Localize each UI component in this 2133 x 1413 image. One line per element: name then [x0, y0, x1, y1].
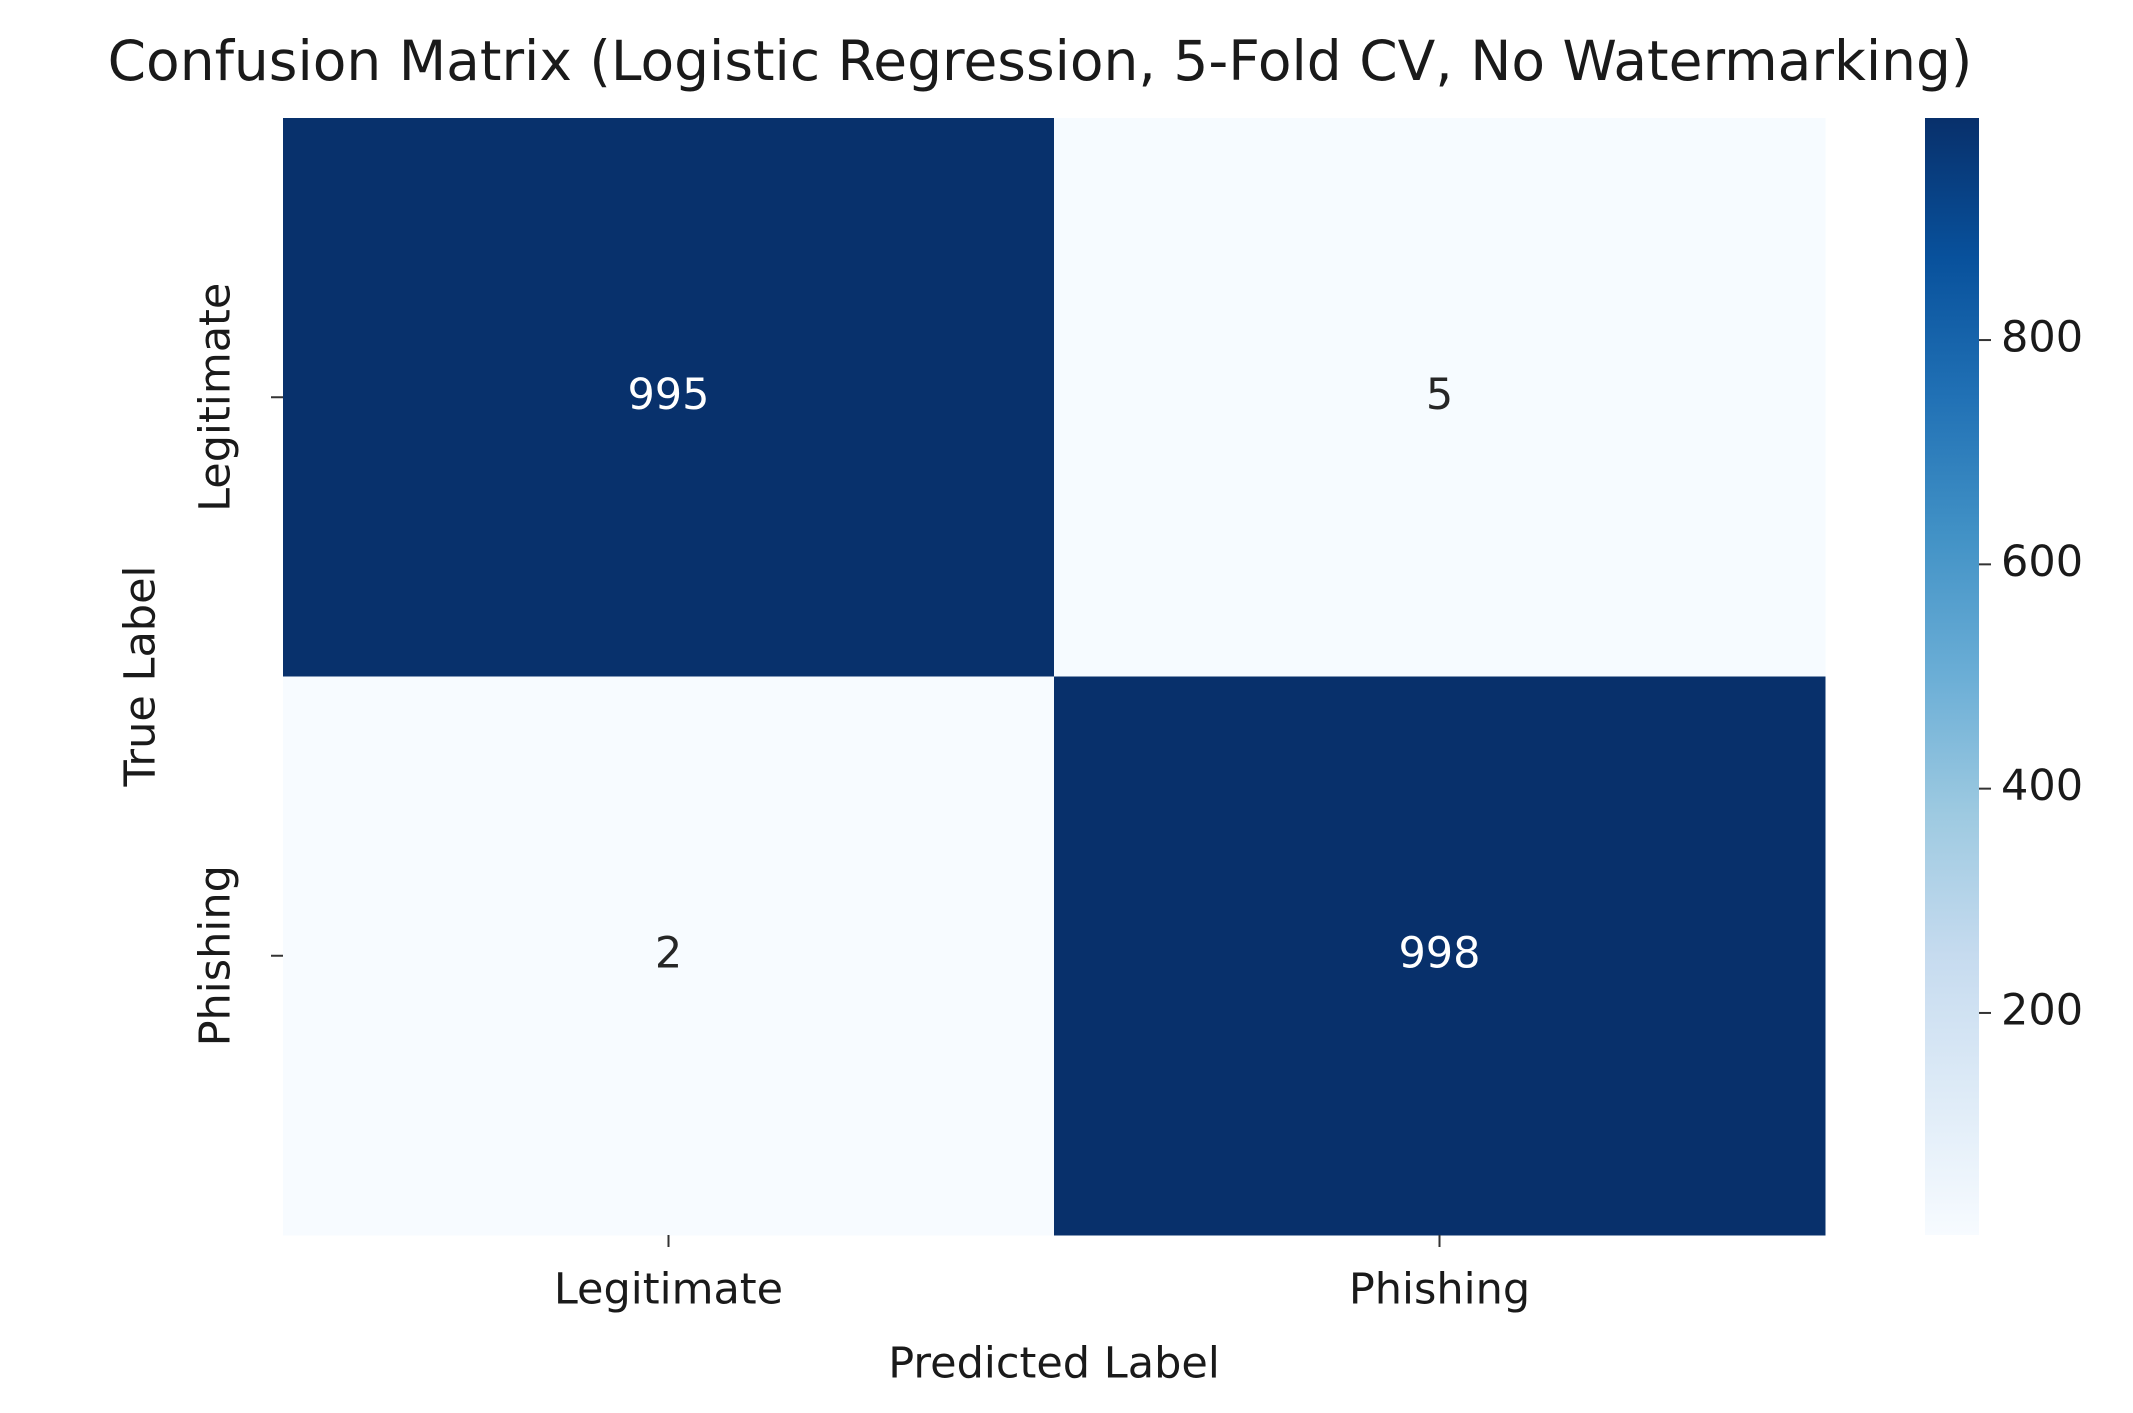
cell-label: 995: [627, 370, 709, 420]
y-tick-label: Legitimate: [191, 283, 241, 512]
cell-label: 2: [655, 928, 682, 978]
y-axis-label: True Label: [116, 565, 166, 787]
colorbar-tick-label: 800: [2001, 313, 2083, 363]
y-tick-label: Phishing: [191, 865, 241, 1046]
heatmap-cell: [283, 118, 1055, 677]
cell-label: 998: [1398, 928, 1480, 978]
x-axis-label: Predicted Label: [888, 1339, 1220, 1389]
colorbar-tick-label: 400: [2001, 761, 2083, 811]
heatmap-cell: [1054, 676, 1826, 1236]
colorbar-tick-label: 200: [2001, 985, 2083, 1035]
chart-title: Confusion Matrix (Logistic Regression, 5…: [108, 29, 1973, 93]
heatmap-cell: [1054, 118, 1826, 677]
colorbar-tick-label: 600: [2001, 537, 2083, 587]
x-tick-label: Phishing: [1349, 1265, 1530, 1315]
colorbar: [1925, 118, 1979, 1235]
x-tick-label: Legitimate: [554, 1265, 783, 1315]
heatmap-cell: [283, 676, 1055, 1236]
cell-label: 5: [1426, 370, 1453, 420]
